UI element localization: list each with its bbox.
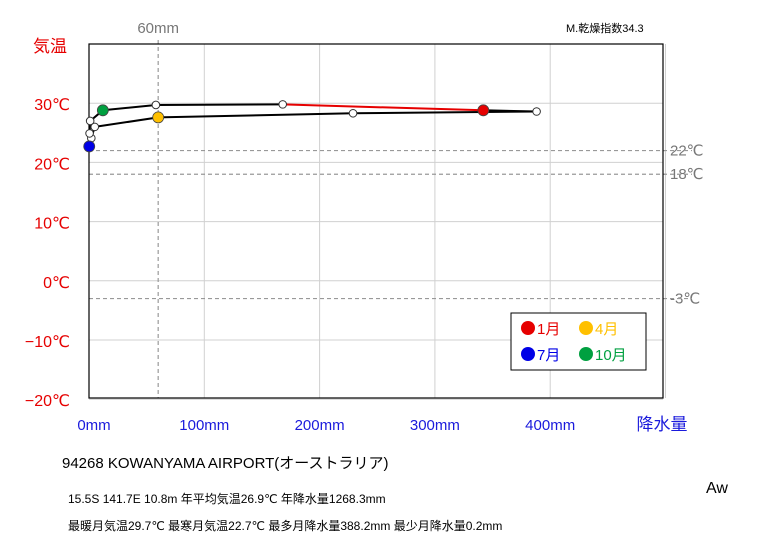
month-point-9 xyxy=(85,116,95,126)
legend-label-10: 10月 xyxy=(595,347,627,364)
y-tick-label: 30℃ xyxy=(34,97,70,114)
station-info-line2: 最暖月気温29.7℃ 最寒月気温22.7℃ 最多月降水量388.2mm 最少月降… xyxy=(68,519,503,533)
x-tick-label: 100mm xyxy=(179,417,229,434)
legend-marker-10 xyxy=(579,347,593,361)
x-axis-title: 降水量 xyxy=(637,415,688,434)
legend-label-1: 1月 xyxy=(537,321,560,338)
climate-line-segment xyxy=(282,103,484,112)
month-point-5 xyxy=(90,122,100,132)
legend-box xyxy=(510,312,647,371)
x-tick-label: 300mm xyxy=(410,417,460,434)
legend-label-4: 4月 xyxy=(595,321,618,338)
climate-line-segment xyxy=(102,103,156,112)
y-tick-label: 10℃ xyxy=(34,216,70,233)
month-point-2 xyxy=(532,107,541,116)
x-tick-label: 0mm xyxy=(77,417,110,434)
legend-label-7: 7月 xyxy=(537,347,560,364)
precip-reference-label: 60mm xyxy=(137,20,179,37)
plot-frame xyxy=(88,43,664,399)
x-tick-label: 200mm xyxy=(295,417,345,434)
station-name: 94268 KOWANYAMA AIRPORT(オーストラリア) xyxy=(62,455,389,472)
y-tick-label: −10℃ xyxy=(25,334,70,351)
climate-line-segment xyxy=(155,103,283,106)
aridity-index: M.乾燥指数34.3 xyxy=(566,23,644,35)
month-point-3 xyxy=(348,108,358,118)
y-tick-label: 0℃ xyxy=(43,275,70,292)
y-tick-label: −20℃ xyxy=(25,393,70,410)
legend-marker-1 xyxy=(521,321,535,335)
month-point-12 xyxy=(278,100,288,109)
month-point-4 xyxy=(152,111,165,124)
climate-line-segment xyxy=(158,112,354,119)
y-axis-title: 気温 xyxy=(33,37,67,56)
legend-marker-7 xyxy=(521,347,535,361)
month-point-1 xyxy=(477,104,490,117)
month-point-7 xyxy=(83,140,96,153)
climate-classification: Aw xyxy=(706,480,728,497)
legend-marker-4 xyxy=(579,321,593,335)
month-point-10 xyxy=(96,104,109,117)
climate-line-segment xyxy=(353,110,537,115)
month-point-11 xyxy=(151,100,161,110)
month-point-8 xyxy=(85,129,94,138)
climate-line-segment xyxy=(94,116,159,128)
station-info-line1: 15.5S 141.7E 10.8m 年平均気温26.9℃ 年降水量1268.3… xyxy=(68,492,386,506)
y-tick-label: 20℃ xyxy=(34,156,70,173)
x-tick-label: 400mm xyxy=(525,417,575,434)
